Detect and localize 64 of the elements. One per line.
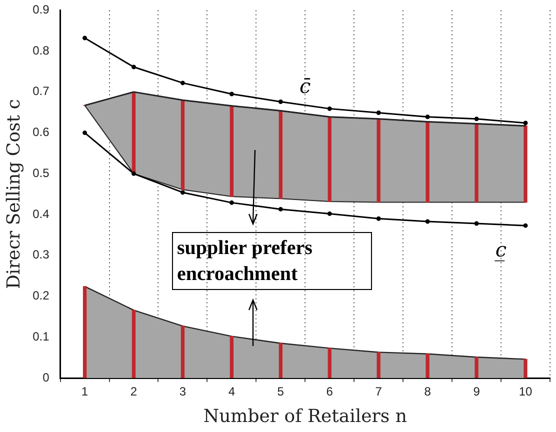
y-tick-label: 0.8 <box>32 43 50 58</box>
point <box>131 64 136 70</box>
point <box>180 80 185 86</box>
series-label: c̲ <box>494 238 507 262</box>
y-tick-label: 0.5 <box>32 166 50 180</box>
annotation: supplier prefers encroachment <box>172 232 372 290</box>
bar <box>376 352 380 378</box>
point <box>523 120 528 126</box>
y-tick-label: 0.1 <box>32 329 50 344</box>
point <box>278 99 283 104</box>
y-tick-label: 0.2 <box>32 288 50 303</box>
point <box>229 200 234 205</box>
point <box>474 221 479 226</box>
point <box>82 36 88 40</box>
bar <box>426 354 430 378</box>
y-tick-label: 0.9 <box>32 2 50 17</box>
bar <box>376 118 380 203</box>
point <box>278 206 283 212</box>
point <box>425 114 430 120</box>
point <box>376 216 381 221</box>
x-tick-label: 2 <box>130 384 138 399</box>
x-tick-label: 1 <box>81 384 88 399</box>
bar <box>180 100 185 190</box>
x-tick-label: 8 <box>424 384 432 399</box>
bar <box>524 126 528 203</box>
bar <box>278 110 282 199</box>
y-tick-label: 0.3 <box>32 248 50 262</box>
bar <box>328 116 332 202</box>
bar <box>132 92 136 174</box>
bar <box>278 342 282 378</box>
series-label: c̄ <box>300 74 311 98</box>
point <box>327 106 332 111</box>
x-tick-label: 3 <box>179 384 186 399</box>
bar <box>328 348 332 378</box>
bar <box>230 106 234 197</box>
x-tick-label: 7 <box>375 384 382 399</box>
x-tick-label: 4 <box>228 384 236 399</box>
x-axis-title: Number of Retailers n <box>203 406 408 427</box>
y-axis-title: Direcr Selling Cost c <box>3 99 24 290</box>
point <box>180 190 185 195</box>
x-tick-label: 10 <box>518 384 533 399</box>
point <box>82 130 88 136</box>
y-tick-label: 0 <box>42 370 50 384</box>
x-tick-label: 9 <box>473 384 480 399</box>
point <box>376 110 381 116</box>
bar <box>474 356 478 378</box>
point <box>131 171 136 176</box>
bar <box>180 326 185 378</box>
y-tick-label: 0.4 <box>32 206 50 221</box>
x-tick-label: 5 <box>277 384 284 399</box>
point <box>523 223 528 228</box>
point <box>327 211 332 216</box>
bar <box>230 336 234 378</box>
bar <box>82 286 87 378</box>
point <box>425 219 430 224</box>
bar <box>524 358 528 378</box>
y-tick-label: 0.7 <box>32 84 50 98</box>
x-tick-label: 6 <box>326 384 334 399</box>
point <box>229 92 234 96</box>
bar <box>474 123 478 203</box>
bar <box>132 310 136 378</box>
bar <box>426 121 430 203</box>
y-tick-label: 0.6 <box>32 125 50 140</box>
point <box>474 116 479 122</box>
